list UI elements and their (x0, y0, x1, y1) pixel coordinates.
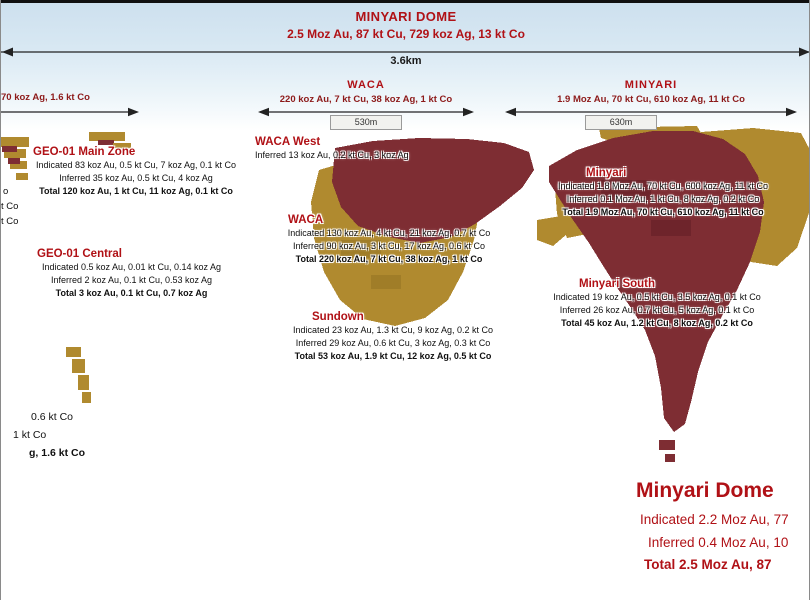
deposit-indicated: Indicated 83 koz Au, 0.5 kt Cu, 7 koz Ag… (35, 160, 237, 170)
waca-section-subtitle: 220 koz Au, 7 kt Cu, 38 koz Ag, 1 kt Co (279, 94, 453, 105)
bottom-left-fragment-inferred: 1 kt Co (13, 429, 47, 441)
deposit-total: Total 1.9 Moz Au, 70 kt Cu, 610 koz Ag, … (562, 207, 764, 217)
summary-inferred: Inferred 0.4 Moz Au, 10 (648, 534, 789, 550)
deposit-title: WACA West (255, 136, 321, 148)
deposit-total: Total 53 koz Au, 1.9 kt Cu, 12 koz Ag, 0… (294, 351, 492, 361)
arrowhead-icon (505, 107, 516, 117)
deposit-inferred: Inferred 0.1 Moz Au, 1 kt Cu, 8 koz Ag, … (566, 194, 760, 204)
deposit-title: Minyari South (579, 278, 656, 290)
minyari-section-subtitle: 1.9 Moz Au, 70 kt Cu, 610 koz Ag, 11 kt … (557, 94, 745, 105)
ore-zone-mid-gold-1 (537, 216, 567, 246)
summary-indicated: Indicated 2.2 Moz Au, 77 (640, 512, 789, 527)
deposit-title: Sundown (312, 311, 364, 323)
deposit-indicated: Indicated 1.8 Moz Au, 70 kt Cu, 600 koz … (558, 181, 768, 191)
deposit-inferred: Inferred 13 koz Au, 0.2 kt Cu, 3 koz Ag (255, 150, 409, 160)
ore-zone-minyari-tail-speck (659, 440, 675, 450)
left-edge-fragment-3: t Co (1, 216, 19, 227)
deposit-title: WACA (288, 214, 324, 226)
ore-zone-bottom-left-specks (66, 347, 91, 403)
deposit-minyari-south: Minyari South Indicated 19 koz Au, 0.5 k… (519, 278, 795, 330)
summary-title: Minyari Dome (636, 479, 774, 502)
deposit-minyari: Minyari Indicated 1.8 Moz Au, 70 kt Cu, … (522, 167, 804, 219)
deposit-inferred: Inferred 35 koz Au, 0.5 kt Cu, 4 koz Ag (59, 173, 213, 183)
slide-top-border (1, 0, 809, 3)
summary-block: Minyari Dome Indicated 2.2 Moz Au, 77 In… (636, 479, 809, 577)
ore-zone-minyari-maroon-detail (651, 220, 691, 236)
deposit-title: GEO-01 Central (37, 248, 122, 260)
deposit-total: Total 45 koz Au, 1.2 kt Cu, 8 koz Ag, 0.… (561, 318, 753, 328)
ore-zone-minyari-tail-speck (665, 454, 675, 462)
arrowhead-icon (463, 107, 474, 117)
deposit-inferred: Inferred 90 koz Au, 3 kt Cu, 17 koz Ag, … (292, 241, 486, 251)
ore-zone-geo01-specks (1, 132, 131, 180)
deposit-geo01-main-zone: GEO-01 Main Zone Indicated 83 koz Au, 0.… (27, 146, 245, 198)
deposit-title: GEO-01 Main Zone (33, 146, 136, 158)
arrowhead-icon (258, 107, 269, 117)
page-subtitle: 2.5 Moz Au, 87 kt Cu, 729 koz Ag, 13 kt … (287, 27, 525, 41)
waca-section-title: WACA (347, 79, 385, 91)
deposit-indicated: Indicated 130 koz Au, 4 kt Cu, 21 koz Ag… (287, 228, 491, 238)
left-edge-fragment-2: t Co (1, 201, 19, 212)
ore-zone-waca-gold-detail (341, 240, 381, 258)
deposit-waca-west: WACA West Inferred 13 koz Au, 0.2 kt Cu,… (255, 136, 495, 162)
deposit-indicated: Indicated 19 koz Au, 0.5 kt Cu, 3.5 koz … (553, 292, 761, 302)
deposit-inferred: Inferred 26 koz Au, 0.7 kt Cu, 5 koz Ag,… (559, 305, 755, 315)
left-edge-fragment-1: o (3, 186, 9, 197)
deposit-indicated: Indicated 0.5 koz Au, 0.01 kt Cu, 0.14 k… (41, 262, 222, 272)
minyari-scale-box: 630m (585, 115, 657, 130)
deposit-total: Total 3 koz Au, 0.1 kt Cu, 0.7 koz Ag (55, 288, 208, 298)
deposit-geo01-central: GEO-01 Central Indicated 0.5 koz Au, 0.0… (29, 248, 234, 300)
sky-band (1, 3, 809, 131)
ore-zone-minyari-maroon-detail (601, 180, 651, 200)
ore-zone-waca-maroon (332, 138, 534, 243)
minyari-section-title: MINYARI (624, 79, 678, 91)
bottom-left-fragment-indicated: 0.6 kt Co (31, 411, 74, 423)
deposit-inferred: Inferred 29 koz Au, 0.6 kt Cu, 3 koz Ag,… (295, 338, 491, 348)
deposit-title: Minyari (586, 167, 627, 179)
ore-zone-waca-gold-detail (371, 275, 401, 289)
arrowhead-icon (786, 107, 797, 117)
deposit-total: Total 120 koz Au, 1 kt Cu, 11 koz Ag, 0.… (39, 186, 233, 196)
waca-scale-box: 530m (330, 115, 402, 130)
arrowhead-icon (799, 47, 809, 57)
ore-zone-minyari-maroon (549, 131, 764, 432)
arrowhead-icon (2, 47, 13, 57)
page-title: MINYARI DOME (355, 9, 457, 24)
deposit-waca: WACA Indicated 130 koz Au, 4 kt Cu, 21 k… (244, 214, 534, 266)
bottom-left-fragment-total: g, 1.6 kt Co (29, 447, 86, 459)
arrowhead-icon (128, 107, 139, 117)
left-section-subtitle-fragment: 70 koz Ag, 1.6 kt Co (1, 92, 90, 103)
total-width-label: 3.6km (390, 55, 422, 67)
deposit-sundown: Sundown Indicated 23 koz Au, 1.3 kt Cu, … (254, 311, 532, 363)
deposit-total: Total 220 koz Au, 7 kt Cu, 38 koz Ag, 1 … (295, 254, 483, 264)
summary-total: Total 2.5 Moz Au, 87 (644, 557, 772, 572)
deposit-indicated: Indicated 23 koz Au, 1.3 kt Cu, 9 koz Ag… (292, 325, 494, 335)
deposit-inferred: Inferred 2 koz Au, 0.1 kt Cu, 0.53 koz A… (50, 275, 213, 285)
